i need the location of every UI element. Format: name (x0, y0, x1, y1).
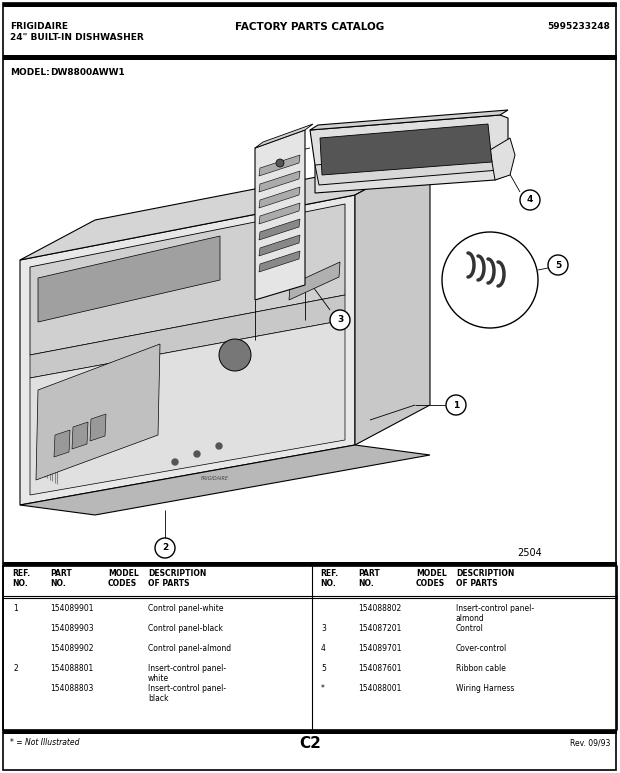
Text: MODEL:: MODEL: (10, 68, 50, 77)
Polygon shape (355, 155, 430, 445)
Text: Control panel-almond: Control panel-almond (148, 644, 231, 653)
Text: 5: 5 (321, 664, 326, 673)
Polygon shape (3, 730, 617, 734)
Text: 4: 4 (321, 644, 326, 653)
Text: 5: 5 (555, 261, 561, 270)
Polygon shape (259, 235, 300, 256)
Polygon shape (259, 203, 300, 224)
Text: 3: 3 (321, 624, 326, 633)
Text: 154088802: 154088802 (358, 604, 401, 613)
Text: Wiring Harness: Wiring Harness (456, 684, 515, 693)
Text: 3: 3 (337, 315, 343, 325)
Polygon shape (310, 110, 508, 130)
Text: * = Not Illustrated: * = Not Illustrated (10, 738, 79, 747)
Polygon shape (289, 262, 340, 300)
Circle shape (216, 443, 222, 449)
Circle shape (520, 190, 540, 210)
Text: Insert-control panel-
black: Insert-control panel- black (148, 684, 226, 703)
Text: 154087201: 154087201 (358, 624, 401, 633)
Text: DESCRIPTION
OF PARTS: DESCRIPTION OF PARTS (456, 569, 515, 588)
Text: MODEL
CODES: MODEL CODES (108, 569, 139, 588)
Text: C2: C2 (299, 736, 321, 751)
Circle shape (548, 255, 568, 275)
Polygon shape (259, 219, 300, 240)
Text: Ribbon cable: Ribbon cable (456, 664, 506, 673)
Text: Insert-control panel-
almond: Insert-control panel- almond (456, 604, 534, 623)
Polygon shape (259, 155, 300, 176)
Polygon shape (20, 445, 430, 515)
Text: 154089902: 154089902 (50, 644, 94, 653)
Text: 2: 2 (162, 543, 168, 553)
Text: REF.
NO.: REF. NO. (320, 569, 338, 588)
Text: 154089901: 154089901 (50, 604, 94, 613)
Polygon shape (38, 236, 220, 322)
Text: 154089701: 154089701 (358, 644, 402, 653)
Text: MODEL
CODES: MODEL CODES (416, 569, 447, 588)
Circle shape (219, 339, 251, 371)
Polygon shape (259, 251, 300, 272)
Polygon shape (3, 3, 617, 7)
Circle shape (276, 159, 284, 167)
Polygon shape (255, 130, 305, 300)
Polygon shape (320, 124, 492, 175)
Text: 1: 1 (13, 604, 18, 613)
Text: 154088001: 154088001 (358, 684, 401, 693)
Circle shape (330, 310, 350, 330)
Polygon shape (259, 171, 300, 192)
Polygon shape (3, 562, 617, 566)
Text: 154088803: 154088803 (50, 684, 94, 693)
Polygon shape (259, 187, 300, 208)
Text: DW8800AWW1: DW8800AWW1 (50, 68, 125, 77)
Text: 154087601: 154087601 (358, 664, 402, 673)
Text: Control: Control (456, 624, 484, 633)
Text: FRIGIDAIRE: FRIGIDAIRE (201, 475, 229, 481)
Text: DESCRIPTION
OF PARTS: DESCRIPTION OF PARTS (148, 569, 206, 588)
Text: 24" BUILT-IN DISHWASHER: 24" BUILT-IN DISHWASHER (10, 33, 144, 42)
Text: 2504: 2504 (518, 548, 542, 558)
Polygon shape (255, 124, 313, 148)
Text: Control panel-white: Control panel-white (148, 604, 223, 613)
Polygon shape (315, 150, 499, 185)
Circle shape (155, 538, 175, 558)
Polygon shape (30, 204, 345, 355)
Text: 5995233248: 5995233248 (547, 22, 610, 31)
Text: 2: 2 (13, 664, 18, 673)
Circle shape (172, 459, 178, 465)
Text: 154089903: 154089903 (50, 624, 94, 633)
Text: REF.
NO.: REF. NO. (12, 569, 30, 588)
Polygon shape (30, 295, 345, 378)
Text: FRIGIDAIRE: FRIGIDAIRE (10, 22, 68, 31)
Text: Cover-control: Cover-control (456, 644, 507, 653)
Text: Rev. 09/93: Rev. 09/93 (570, 738, 610, 747)
Polygon shape (20, 195, 355, 505)
Polygon shape (36, 344, 160, 480)
Text: 4: 4 (527, 196, 533, 205)
Circle shape (194, 451, 200, 457)
Polygon shape (20, 155, 430, 260)
Polygon shape (30, 320, 345, 495)
Text: FACTORY PARTS CATALOG: FACTORY PARTS CATALOG (236, 22, 384, 32)
Polygon shape (72, 422, 88, 449)
Polygon shape (490, 138, 515, 180)
Polygon shape (54, 430, 70, 457)
Text: 1: 1 (453, 400, 459, 410)
Text: Insert-control panel-
white: Insert-control panel- white (148, 664, 226, 683)
Polygon shape (90, 414, 106, 441)
Text: *: * (321, 684, 325, 693)
Polygon shape (3, 55, 617, 60)
Text: PART
NO.: PART NO. (358, 569, 379, 588)
Circle shape (442, 232, 538, 328)
Circle shape (446, 395, 466, 415)
Text: Control panel-black: Control panel-black (148, 624, 223, 633)
Text: PART
NO.: PART NO. (50, 569, 72, 588)
Polygon shape (310, 115, 508, 193)
Text: 154088801: 154088801 (50, 664, 93, 673)
